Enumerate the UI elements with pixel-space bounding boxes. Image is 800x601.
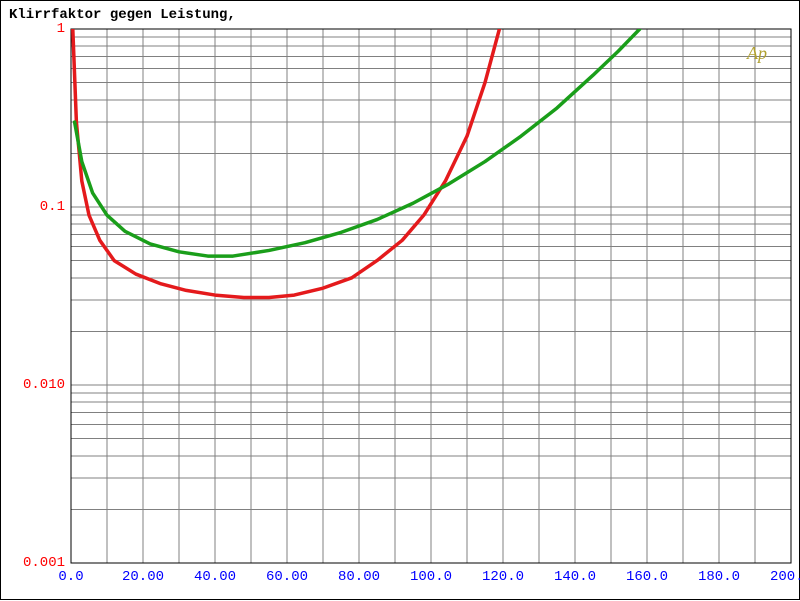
- chart-plot: [1, 1, 800, 601]
- series-red: [73, 29, 500, 298]
- x-tick-label: 180.0: [698, 569, 740, 585]
- x-tick-label: 100.0: [410, 569, 452, 585]
- y-tick-label: 0.1: [5, 199, 65, 215]
- x-tick-label: 0.0: [58, 569, 83, 585]
- x-tick-label: 80.00: [338, 569, 380, 585]
- x-tick-label: 160.0: [626, 569, 668, 585]
- y-tick-label: 0.010: [5, 377, 65, 393]
- series-green: [75, 29, 640, 256]
- chart-outer-frame: Klirrfaktor gegen Leistung, Ap 0.0010.01…: [0, 0, 800, 600]
- ap-watermark: Ap: [747, 43, 767, 64]
- x-tick-label: 140.0: [554, 569, 596, 585]
- x-tick-label: 20.00: [122, 569, 164, 585]
- x-tick-label: 120.0: [482, 569, 524, 585]
- x-tick-label: 60.00: [266, 569, 308, 585]
- x-tick-label: 40.00: [194, 569, 236, 585]
- y-tick-label: 0.001: [5, 555, 65, 571]
- y-tick-label: 1: [5, 21, 65, 37]
- x-tick-label: 200.0: [770, 569, 800, 585]
